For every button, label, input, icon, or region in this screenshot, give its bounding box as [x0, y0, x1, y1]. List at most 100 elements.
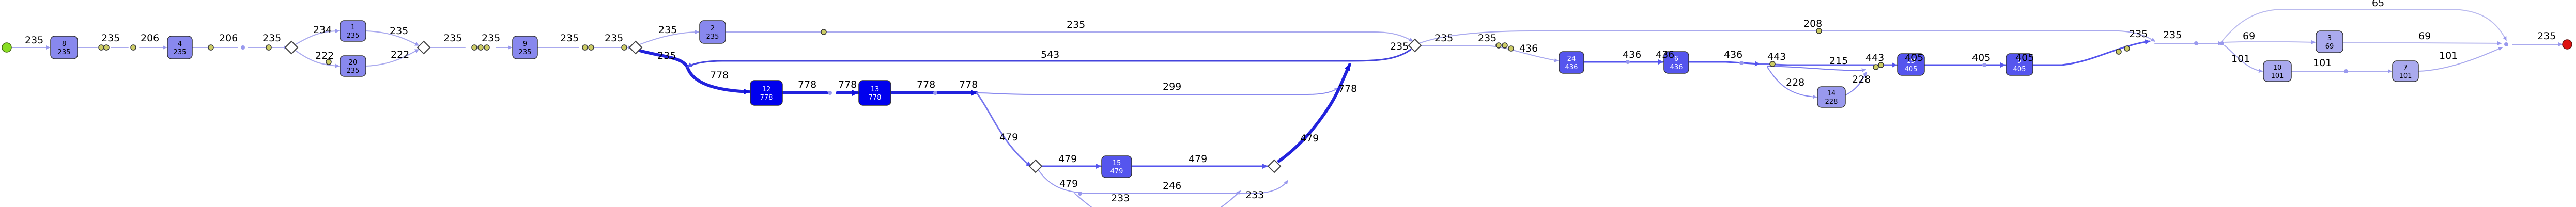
edge-label: 235 [1434, 33, 1453, 44]
activity-node-box[interactable] [858, 80, 891, 106]
connector-dot [98, 44, 104, 51]
activity-node-box[interactable] [50, 36, 78, 59]
connector-dot [1508, 45, 1514, 52]
edge-label: 235 [2537, 30, 2556, 42]
connector-dot [821, 29, 827, 35]
connector-dot [266, 44, 272, 51]
start-event[interactable] [2, 42, 12, 53]
edge-5-to-merge [2032, 39, 2151, 66]
edge-label: 235 [2163, 29, 2182, 41]
edge-label: 479 [1300, 133, 1319, 144]
activity-node-3[interactable]: 369 [2316, 30, 2343, 53]
edge-to-3 [2224, 40, 2316, 44]
edge-label: 235 [390, 25, 408, 37]
connector-dot [2504, 42, 2508, 46]
activity-node-box[interactable] [340, 20, 366, 42]
edge-label: 233 [1245, 189, 1264, 201]
gateway-diamond [417, 40, 431, 55]
edge-label: 101 [2231, 53, 2250, 65]
edge-label: 443 [1865, 52, 1884, 63]
activity-nodes: 8235423512352023592352235127781377815479… [50, 20, 2419, 178]
edge-label: 405 [1905, 52, 1923, 63]
edge-label: 479 [1058, 153, 1077, 165]
edge-label: 405 [2015, 52, 2034, 63]
activity-node-box[interactable] [340, 55, 366, 77]
activity-node-count: 436 [1670, 63, 1683, 71]
activity-node-label: 19 [1907, 57, 1916, 65]
connector-dot [477, 44, 484, 51]
activity-node-box[interactable] [2006, 53, 2033, 76]
activity-node-box[interactable] [699, 20, 726, 44]
edge-label: 228 [1852, 74, 1871, 85]
edge-label: 235 [25, 35, 43, 46]
activity-node-box[interactable] [750, 80, 783, 106]
activity-node-box[interactable] [167, 36, 193, 59]
edge-label: 479 [1189, 153, 1207, 165]
activity-node-box[interactable] [512, 36, 538, 59]
activity-node-box[interactable] [1817, 86, 1846, 108]
edge-label: 222 [391, 49, 409, 60]
activity-node-label: 7 [2403, 64, 2408, 72]
edge-to-14 [1767, 67, 1817, 99]
connector-dot [1816, 28, 1822, 34]
activity-node-label: 6 [1674, 55, 1678, 63]
activity-node-count: 101 [2399, 72, 2412, 80]
connector-dot [582, 44, 588, 51]
activity-node-count: 235 [58, 49, 71, 56]
activity-node-count: 436 [1565, 63, 1578, 71]
edge-label: 778 [959, 79, 978, 90]
activity-node-box[interactable] [2316, 30, 2343, 53]
activity-node-label: 10 [2273, 64, 2282, 72]
connector-dot [471, 44, 477, 51]
activity-node-count: 778 [760, 94, 773, 102]
gateway-diamond [628, 40, 643, 55]
edge-14-out [1844, 72, 1867, 96]
edge-6-to-split [1688, 61, 1761, 67]
connector-dot [828, 91, 832, 95]
edge-label: 436 [1724, 49, 1742, 60]
activity-node-box[interactable] [1101, 155, 1132, 178]
activity-node-box[interactable] [2263, 60, 2292, 82]
edge-208-long [1418, 30, 2155, 44]
end-event[interactable] [2562, 39, 2572, 50]
activity-node-count: 69 [2325, 43, 2334, 51]
connector-dot [2124, 45, 2130, 52]
edge-2-to-gateway-r [725, 31, 1413, 42]
connector-dot [2194, 41, 2198, 45]
connector-dot [103, 44, 110, 51]
connector-dot [2116, 49, 2122, 55]
activity-node-count: 235 [347, 32, 360, 40]
edge-label: 246 [1163, 180, 1181, 192]
activity-node-box[interactable] [1663, 51, 1689, 74]
activity-node-count: 405 [1905, 66, 1918, 73]
activity-node-count: 235 [706, 33, 719, 41]
activity-node-count: 228 [1825, 98, 1838, 106]
activity-node-box[interactable] [1897, 53, 1925, 76]
activity-node-label: 3 [2327, 35, 2332, 42]
activity-node-count: 235 [347, 67, 360, 75]
edge-label: 101 [2439, 50, 2458, 61]
connectors [98, 28, 2508, 196]
edge-label: 436 [1519, 43, 1538, 54]
edge-label: 234 [313, 24, 332, 36]
gateway-diamond [1028, 159, 1043, 173]
activity-node-label: 9 [523, 40, 527, 48]
activity-node-box[interactable] [2392, 60, 2419, 82]
activity-node-box[interactable] [1559, 51, 1584, 74]
